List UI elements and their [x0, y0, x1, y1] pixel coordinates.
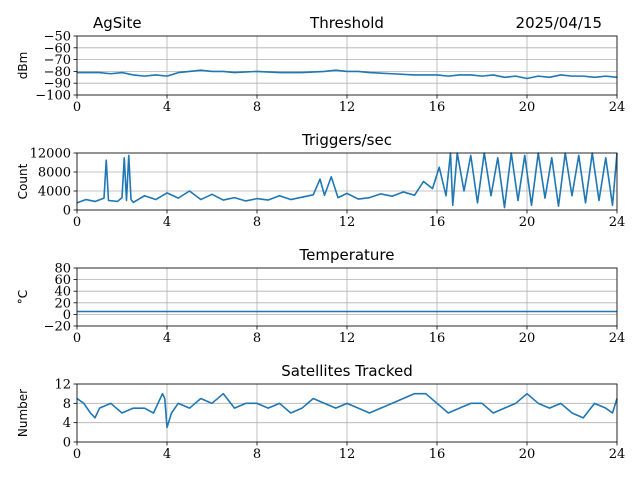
x-tick-label: 8 [253, 100, 261, 115]
x-tick-label: 12 [339, 447, 356, 462]
x-tick-label: 20 [519, 100, 536, 115]
chart-panel-1: 0 4 8 12 16 20 24 −50−60−70−80−90−100 Threshold d… [16, 14, 625, 115]
y-axis-label: Number [16, 389, 30, 437]
x-tick-label: 24 [609, 215, 626, 230]
x-tick-label: 16 [429, 447, 446, 462]
y-tick-label: 20 [54, 296, 71, 311]
chart-panel-2: 0 4 8 12 16 20 2404000800012000Triggers/secCou… [16, 131, 625, 230]
chart-title: Satellites Tracked [281, 362, 412, 380]
x-tick-label: 4 [163, 331, 171, 346]
y-tick-label: 8000 [38, 166, 71, 181]
chart-title: Triggers/sec [301, 131, 392, 149]
x-tick-label: 12 [339, 100, 356, 115]
y-tick-label: −50 [44, 30, 71, 45]
x-tick-label: 0 [73, 447, 81, 462]
x-tick-label: 16 [429, 100, 446, 115]
chart-title: Temperature [298, 246, 394, 264]
y-axis-label: Count [16, 163, 30, 199]
x-tick-label: 16 [429, 215, 446, 230]
y-axis-label: dBm [16, 52, 30, 80]
y-tick-label: −90 [44, 77, 71, 92]
y-tick-label: 80 [54, 262, 71, 277]
x-tick-label: 8 [253, 331, 261, 346]
chart-panel-4: 0 4 8 12 16 20 24 0 4 8 12 Satellites Tracked Number [16, 362, 625, 462]
x-tick-label: 20 [519, 447, 536, 462]
y-tick-label: −80 [44, 65, 71, 80]
y-axis-label: °C [16, 290, 30, 304]
series-line-1 [76, 392, 618, 429]
y-tick-label: −20 [44, 320, 71, 335]
y-tick-label: 12000 [30, 147, 71, 162]
y-tick-label: −60 [44, 41, 71, 56]
x-tick-label: 0 [73, 331, 81, 346]
y-tick-label: 60 [54, 273, 71, 288]
series-line-1 [77, 69, 618, 80]
chart-title: Threshold [309, 14, 384, 32]
x-tick-label: 24 [609, 447, 626, 462]
series-line-1 [76, 152, 618, 209]
y-tick-label: −70 [44, 53, 71, 68]
x-tick-label: 20 [519, 331, 536, 346]
x-tick-label: 12 [339, 331, 356, 346]
y-tick-label: 0 [63, 308, 71, 323]
y-tick-label: 0 [63, 436, 71, 451]
y-tick-label: −100 [35, 89, 71, 104]
x-tick-label: 24 [609, 331, 626, 346]
x-tick-label: 0 [73, 100, 81, 115]
x-tick-label: 8 [253, 215, 261, 230]
y-tick-label: 8 [63, 397, 71, 412]
y-tick-label: 4000 [38, 185, 71, 200]
x-tick-label: 20 [519, 215, 536, 230]
x-tick-label: 16 [429, 331, 446, 346]
y-tick-label: 0 [63, 204, 71, 219]
y-tick-label: 4 [63, 416, 71, 431]
x-tick-label: 4 [163, 215, 171, 230]
date-label: 2025/04/15 [516, 14, 602, 32]
y-tick-label: 40 [54, 285, 71, 300]
x-tick-label: 24 [609, 100, 626, 115]
x-tick-label: 8 [253, 447, 261, 462]
x-tick-label: 4 [163, 447, 171, 462]
x-tick-label: 12 [339, 215, 356, 230]
x-tick-label: 4 [163, 100, 171, 115]
y-tick-label: 12 [54, 378, 71, 393]
x-tick-label: 0 [73, 215, 81, 230]
site-label: AgSite [93, 14, 142, 32]
